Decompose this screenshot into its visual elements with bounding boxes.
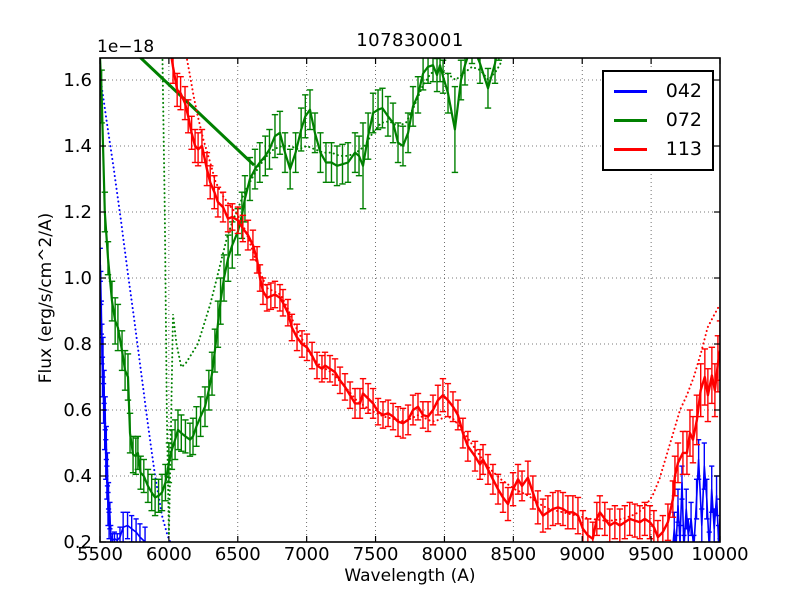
ticks bbox=[99, 58, 721, 543]
x-tick-label: 10000 bbox=[691, 544, 748, 565]
y-axis-label: Flux (erg/s/cm^2/A) bbox=[36, 212, 56, 384]
x-tick-label: 7500 bbox=[353, 544, 399, 565]
axes-frame bbox=[99, 57, 721, 543]
x-tick-label: 7000 bbox=[284, 544, 330, 565]
x-tick-label: 9000 bbox=[559, 544, 605, 565]
x-tick-label: 8000 bbox=[422, 544, 468, 565]
x-tick-label: 8500 bbox=[490, 544, 536, 565]
y-tick-label: 1.6 bbox=[63, 70, 92, 91]
y-tick-label: 0.4 bbox=[63, 466, 92, 487]
legend-entry: 072 bbox=[614, 106, 702, 135]
legend-line-swatch bbox=[614, 119, 647, 122]
dotted-curve-042 bbox=[100, 85, 172, 542]
y-tick-label: 1.0 bbox=[63, 268, 92, 289]
legend-entry: 113 bbox=[614, 135, 702, 164]
x-tick-label: 9500 bbox=[628, 544, 674, 565]
legend-label: 113 bbox=[665, 138, 702, 160]
x-tick-label: 5500 bbox=[77, 544, 123, 565]
solid-curve-072 bbox=[100, 58, 498, 499]
legend-line-swatch bbox=[614, 148, 647, 151]
solid-curve-113 bbox=[170, 58, 720, 540]
solid-curve-042 bbox=[100, 264, 146, 542]
legend-line-swatch bbox=[614, 90, 647, 93]
data-layer bbox=[100, 58, 720, 542]
chart-title: 107830001 bbox=[356, 30, 464, 51]
y-tick-label: 0.6 bbox=[63, 400, 92, 421]
tick-labels: 5500 6000 6500 7000 7500 8000 8500 9000 9500 1000… bbox=[63, 70, 748, 565]
legend-entry: 042 bbox=[614, 77, 702, 106]
legend-label: 072 bbox=[665, 109, 702, 131]
dotted-curve-072 bbox=[161, 58, 504, 536]
legend-label: 042 bbox=[665, 80, 702, 102]
x-axis-label: Wavelength (A) bbox=[344, 566, 476, 586]
solid-curve-042 bbox=[672, 458, 720, 542]
legend: 042 072 113 bbox=[602, 70, 714, 171]
errorbars-072 bbox=[100, 58, 503, 517]
continuum-line bbox=[138, 58, 256, 167]
y-tick-label: 0.2 bbox=[63, 532, 92, 553]
x-tick-label: 6000 bbox=[146, 544, 192, 565]
y-tick-label: 0.8 bbox=[63, 334, 92, 355]
dotted-curve-113 bbox=[185, 58, 720, 522]
series-113 bbox=[169, 58, 720, 542]
series-042 bbox=[100, 85, 720, 542]
y-axis-offset-label: 1e−18 bbox=[97, 37, 155, 57]
y-tick-label: 1.2 bbox=[63, 202, 92, 223]
x-tick-label: 6500 bbox=[215, 544, 261, 565]
y-tick-label: 1.4 bbox=[63, 136, 92, 157]
